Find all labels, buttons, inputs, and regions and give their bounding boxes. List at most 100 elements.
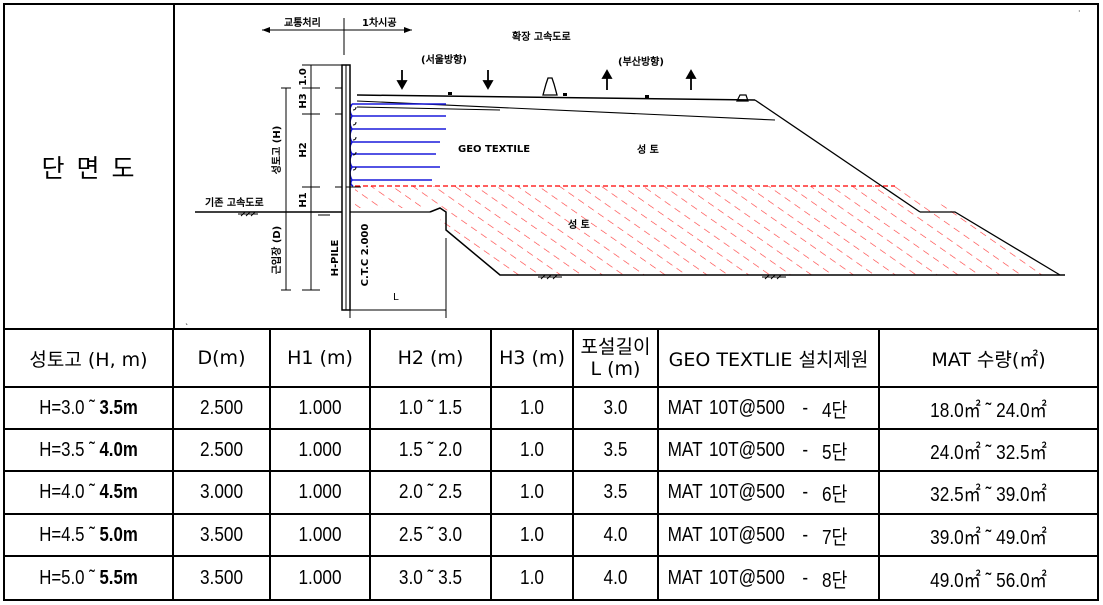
spec-mat-a: MAT — [667, 438, 703, 461]
cell-h3: 1.0 — [520, 566, 544, 589]
header-embankment-height: 성토고 (H, m) — [29, 348, 148, 371]
height-range-prefix: H=3.0 ˜ — [39, 396, 100, 419]
cell-mat: MAT 10T@500-6단 — [659, 472, 848, 513]
header-d: D(m) — [197, 347, 246, 369]
spec-mat-c: - — [802, 523, 809, 546]
ground-symbols — [238, 211, 786, 280]
cell-h2: 1.5 ˜ 2.0 — [398, 438, 463, 461]
first-stage-label: 1차시공 — [362, 16, 397, 29]
spec-mat-c: - — [802, 566, 809, 589]
section-label: 단 면 도 — [41, 153, 137, 183]
cell-h: H=4.5 ˜ 5.0m — [18, 515, 158, 555]
h2-label: H2 — [298, 142, 309, 157]
header-length-line2: L (m) — [590, 358, 641, 380]
cell-qty: 39.0㎡ ˜ 49.0㎡ — [930, 526, 1047, 549]
cell-qty: 24.0㎡ ˜ 32.5㎡ — [930, 441, 1047, 464]
cell-d: 3.000 — [199, 481, 244, 503]
spec-mat-d: 7단 — [821, 526, 848, 549]
cell-h3: 1.0 — [520, 438, 544, 461]
cell-h3: 1.0 — [520, 523, 544, 546]
col-divider-7 — [878, 328, 880, 601]
row-line-4 — [3, 555, 1099, 557]
height-range-prefix: H=5.0 ˜ — [39, 566, 100, 589]
median-barrier — [542, 77, 558, 96]
cell-l: 4.0 — [603, 523, 628, 546]
spec-mat-d: 4단 — [821, 399, 848, 422]
cell-l: 3.0 — [603, 396, 628, 419]
excavation-outline — [429, 207, 1065, 276]
cell-h1: 1.000 — [298, 523, 342, 546]
busan-direction-label: (부산방향) — [618, 55, 664, 68]
cell-mat: MAT 10T@500-5단 — [659, 430, 848, 470]
spec-mat-b: 10T@500 — [708, 523, 785, 546]
cell-h: H=3.0 ˜ 3.5m — [18, 388, 158, 428]
table-border-bottom — [3, 599, 1099, 601]
cell-h2: 2.0 ˜ 2.5 — [398, 481, 463, 503]
col-divider-6 — [657, 328, 659, 601]
spec-mat-b: 10T@500 — [708, 438, 785, 461]
header-h2: H2 (m) — [397, 347, 464, 369]
height-range-upper: 4.0m — [99, 438, 138, 461]
height-range-prefix: H=3.5 ˜ — [39, 438, 100, 461]
row-line-3 — [3, 513, 1099, 515]
h-pile-label: H-PILE — [330, 239, 341, 276]
cell-h3: 1.0 — [520, 481, 544, 503]
drawing-row-bottom — [3, 328, 1099, 330]
svg-text:·: · — [1078, 7, 1081, 16]
cell-l: 3.5 — [603, 481, 628, 503]
header-length: 포설길이 L (m) — [574, 330, 657, 386]
col-divider-5 — [572, 328, 574, 601]
dim-1-0-label: 1.0 — [298, 68, 309, 86]
cell-h2: 2.5 ˜ 3.0 — [398, 523, 463, 546]
cell-h1: 1.000 — [298, 438, 342, 461]
height-range-upper: 4.5m — [99, 481, 138, 503]
header-h3: H3 (m) — [499, 347, 565, 369]
cell-qty: 18.0㎡ ˜ 24.0㎡ — [930, 399, 1047, 422]
row-line-1 — [3, 428, 1099, 430]
ctc-label: C.T.C 2.000 — [360, 224, 371, 287]
spec-mat-c: - — [802, 438, 809, 461]
header-h1: H1 (m) — [287, 347, 353, 369]
table-border-top — [3, 3, 1099, 5]
col-divider-3 — [369, 328, 371, 601]
spec-mat-a: MAT — [667, 566, 703, 589]
seoul-direction-label: (서울방향) — [421, 53, 467, 66]
spec-mat-a: MAT — [667, 396, 703, 419]
spec-mat-d: 5단 — [821, 441, 848, 464]
spec-mat-a: MAT — [667, 523, 703, 546]
spec-mat-c: - — [802, 481, 809, 503]
h3-label: H3 — [298, 93, 309, 108]
header-row-bottom — [3, 386, 1099, 388]
design-sheet: 단 면 도 — [3, 3, 1099, 601]
cell-h: H=3.5 ˜ 4.0m — [18, 430, 158, 470]
fill-lower-label: 성 토 — [568, 218, 590, 231]
expanded-highway-label: 확장 고속도로 — [512, 30, 571, 43]
geo-textile-layers — [349, 103, 446, 187]
height-range-prefix: H=4.0 ˜ — [39, 481, 100, 503]
height-range-prefix: H=4.5 ˜ — [39, 523, 100, 546]
col-divider-1 — [172, 328, 174, 601]
spec-mat-a: MAT — [667, 481, 703, 503]
height-range-upper: 5.0m — [99, 523, 138, 546]
cell-h: H=4.0 ˜ 4.5m — [18, 472, 158, 513]
existing-highway-label: 기존 고속도로 — [205, 196, 264, 209]
cell-qty: 32.5㎡ ˜ 39.0㎡ — [930, 484, 1047, 506]
cell-h: H=5.0 ˜ 5.5m — [18, 557, 158, 599]
new-slope — [754, 99, 921, 213]
table-border-left — [3, 3, 5, 601]
cell-mat: MAT 10T@500-8단 — [659, 557, 848, 599]
cell-h2: 1.0 ˜ 1.5 — [398, 396, 463, 419]
cell-d: 3.500 — [199, 566, 244, 589]
lower-fill-hatch — [355, 186, 1060, 275]
svg-text:`: ` — [185, 322, 189, 328]
header-length-line1: 포설길이 — [580, 336, 651, 358]
cell-d: 2.500 — [199, 396, 244, 419]
fill-upper-label: 성 토 — [637, 143, 659, 156]
header-geo-textile-spec: GEO TEXTLIE 설치제원 — [668, 348, 869, 371]
header-mat-quantity: MAT 수량(㎡) — [931, 348, 1046, 371]
table-border-right — [1097, 3, 1099, 601]
height-range-upper: 3.5m — [99, 396, 138, 419]
cell-l: 4.0 — [603, 566, 628, 589]
row-line-2 — [3, 470, 1099, 472]
spec-mat-d: 6단 — [821, 484, 848, 506]
